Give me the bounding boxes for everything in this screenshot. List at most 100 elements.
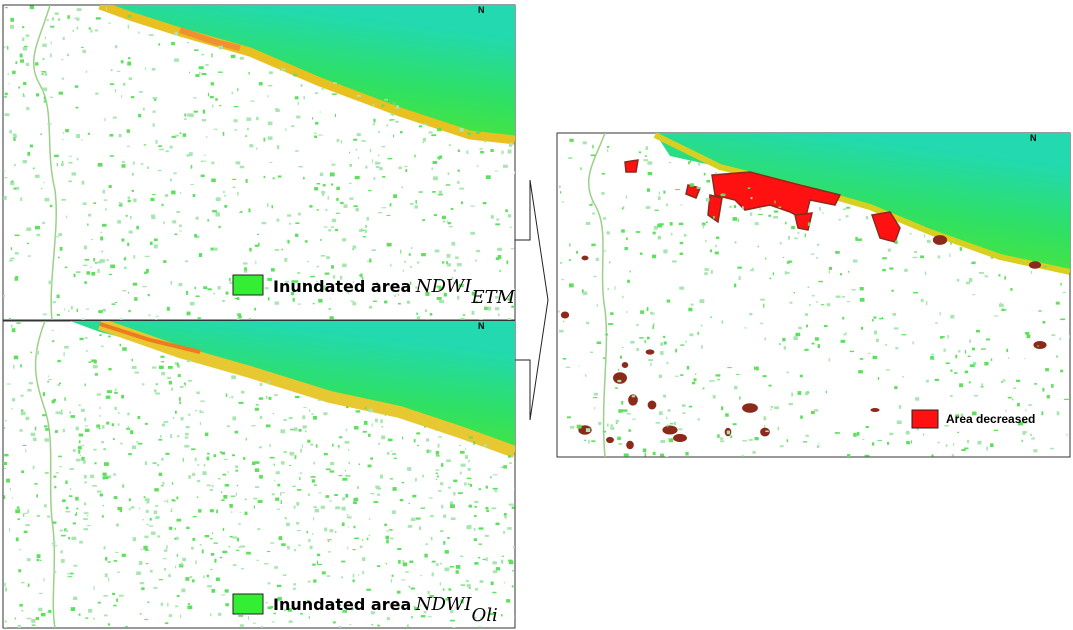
speck	[345, 441, 350, 444]
speck	[447, 537, 449, 539]
speck	[596, 258, 599, 261]
speck	[28, 255, 31, 256]
speck	[41, 613, 46, 617]
speck	[868, 353, 870, 354]
speck	[142, 286, 147, 287]
speck	[615, 387, 618, 389]
speck	[478, 557, 480, 559]
speck	[431, 134, 436, 136]
speck	[164, 501, 168, 502]
speck	[448, 588, 451, 590]
speck	[195, 74, 199, 77]
speck	[266, 396, 268, 399]
speck	[206, 136, 207, 138]
speck	[201, 54, 204, 56]
speck	[91, 272, 95, 276]
speck	[401, 579, 405, 580]
speck	[144, 536, 148, 539]
speck	[498, 255, 502, 259]
speck	[337, 139, 340, 142]
speck	[7, 46, 8, 50]
speck	[812, 295, 815, 296]
speck	[54, 236, 59, 237]
speck	[138, 114, 141, 117]
speck	[109, 274, 112, 275]
speck	[150, 198, 154, 201]
speck	[219, 226, 221, 228]
speck	[491, 507, 496, 509]
speck	[47, 124, 51, 125]
speck	[318, 564, 322, 565]
speck	[788, 261, 793, 263]
speck	[437, 157, 440, 159]
speck	[193, 516, 197, 517]
speck	[606, 231, 609, 234]
speck	[314, 187, 318, 190]
speck	[318, 299, 322, 303]
speck	[229, 278, 231, 281]
speck	[298, 213, 301, 216]
speck	[621, 401, 623, 405]
speck	[1034, 383, 1037, 384]
legend-label: Area decreased	[946, 412, 1035, 426]
speck	[486, 175, 491, 179]
speck	[682, 412, 685, 414]
speck	[225, 589, 229, 592]
speck	[236, 492, 237, 495]
decrease-patch	[933, 235, 947, 245]
speck	[440, 582, 441, 585]
speck	[121, 238, 124, 241]
speck	[480, 151, 484, 154]
speck	[313, 462, 315, 464]
speck	[647, 188, 650, 191]
speck	[37, 559, 39, 561]
speck	[400, 250, 401, 254]
speck	[187, 113, 192, 116]
speck	[379, 167, 382, 170]
speck	[108, 577, 109, 581]
speck	[480, 580, 484, 583]
speck	[44, 578, 45, 582]
speck	[281, 68, 286, 70]
speck	[563, 321, 564, 323]
speck	[297, 489, 301, 491]
speck	[314, 133, 317, 134]
speck	[882, 269, 886, 271]
speck	[128, 15, 132, 17]
speck	[33, 438, 37, 442]
speck	[369, 535, 371, 536]
speck	[395, 121, 399, 123]
decrease-patch	[1033, 341, 1046, 349]
speck	[415, 200, 416, 203]
speck	[91, 239, 92, 240]
speck	[483, 202, 487, 204]
speck	[680, 242, 683, 244]
speck	[664, 341, 667, 344]
speck	[655, 210, 659, 211]
speck	[277, 145, 279, 149]
speck	[485, 507, 488, 510]
speck	[176, 496, 178, 499]
speck	[378, 154, 379, 156]
speck	[660, 454, 664, 457]
speck	[186, 527, 189, 529]
speck	[749, 439, 753, 441]
speck	[29, 382, 33, 384]
speck	[240, 211, 242, 213]
speck	[467, 584, 471, 587]
speck	[106, 422, 109, 425]
speck	[185, 260, 188, 262]
speck	[94, 462, 96, 464]
speck	[458, 150, 460, 152]
speck	[458, 492, 463, 494]
speck	[160, 356, 164, 358]
decrease-patch	[1029, 261, 1041, 268]
speck	[199, 410, 201, 413]
speck	[308, 581, 311, 583]
speck	[185, 433, 189, 436]
speck	[392, 115, 394, 116]
speck	[303, 407, 306, 408]
speck	[436, 563, 438, 566]
speck	[211, 589, 215, 593]
speck	[58, 19, 60, 21]
